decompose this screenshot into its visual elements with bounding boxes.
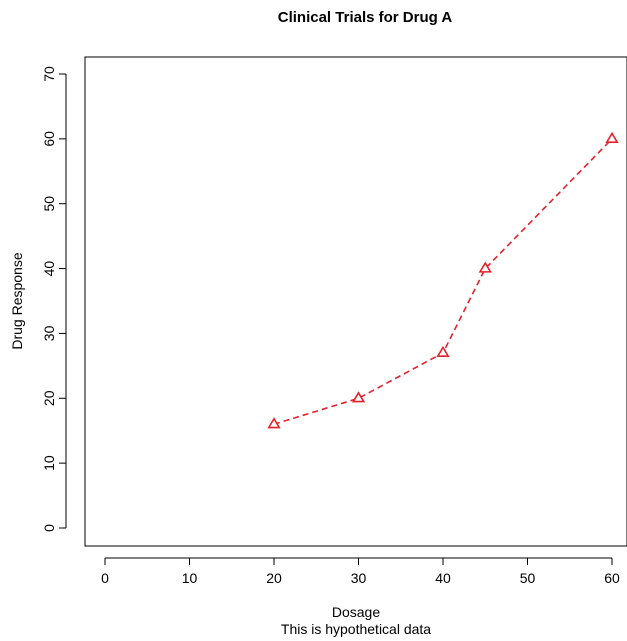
plot-area bbox=[84, 56, 627, 547]
y-tick-label: 70 bbox=[41, 66, 57, 82]
x-tick-label: 0 bbox=[101, 570, 109, 586]
x-tick-label: 40 bbox=[435, 570, 451, 586]
y-axis-label: Drug Response bbox=[9, 252, 25, 349]
series-line bbox=[273, 138, 613, 425]
chart-title: Clinical Trials for Drug A bbox=[278, 9, 453, 26]
data-point bbox=[478, 261, 492, 273]
chart-subtitle: This is hypothetical data bbox=[281, 621, 431, 637]
y-tick-label: 50 bbox=[41, 196, 57, 212]
y-tick-label: 10 bbox=[41, 455, 57, 471]
x-tick-label: 30 bbox=[351, 570, 367, 586]
series-layer bbox=[267, 131, 619, 429]
y-axis: 0 10 20 30 40 50 60 70 bbox=[41, 66, 67, 532]
data-point bbox=[436, 345, 450, 357]
x-tick-label: 10 bbox=[182, 570, 198, 586]
x-tick-label: 20 bbox=[266, 570, 282, 586]
y-tick-label: 60 bbox=[41, 131, 57, 147]
data-point bbox=[605, 131, 619, 143]
x-axis: 0 10 20 30 40 50 60 bbox=[101, 557, 620, 586]
data-point bbox=[267, 417, 281, 429]
x-axis-label: Dosage bbox=[332, 604, 380, 620]
y-tick-label: 20 bbox=[41, 390, 57, 406]
y-tick-label: 40 bbox=[41, 261, 57, 277]
y-tick-label: 30 bbox=[41, 325, 57, 341]
x-tick-label: 50 bbox=[520, 570, 536, 586]
data-point bbox=[351, 391, 366, 403]
y-tick-label: 0 bbox=[41, 524, 57, 532]
x-tick-label: 60 bbox=[604, 570, 620, 586]
